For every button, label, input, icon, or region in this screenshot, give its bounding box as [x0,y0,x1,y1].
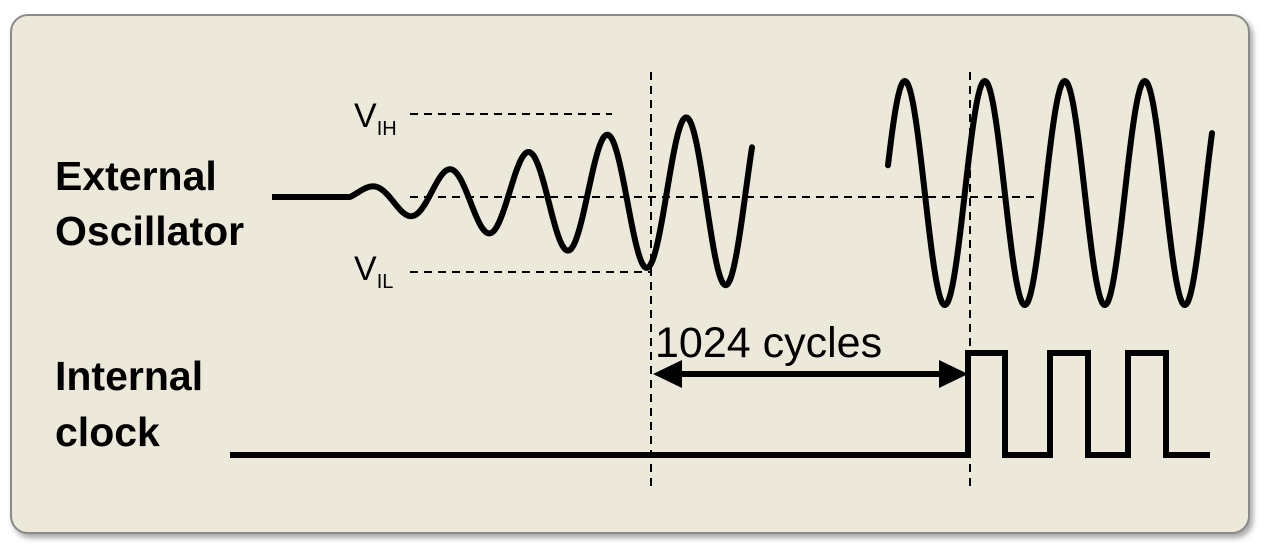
vil-subscript: IL [377,271,394,293]
vih-subscript: IH [377,118,397,140]
vih-label: VIH [354,97,397,140]
internal-clock-label-line1: Internal [55,353,203,399]
interval-arrow-right-head [939,360,968,388]
vil-label: VIL [354,250,393,293]
oscillator-steady-waveform [888,81,1212,305]
internal-clock-label-line2: clock [55,409,160,455]
internal-clock-waveform [230,353,1210,455]
vil-main: V [354,250,377,288]
interval-label: 1024 cycles [655,319,882,367]
vih-main: V [354,97,377,135]
external-oscillator-label-line2: Oscillator [55,208,244,254]
oscillator-startup-waveform [350,118,752,286]
external-oscillator-label-line1: External [55,153,217,199]
